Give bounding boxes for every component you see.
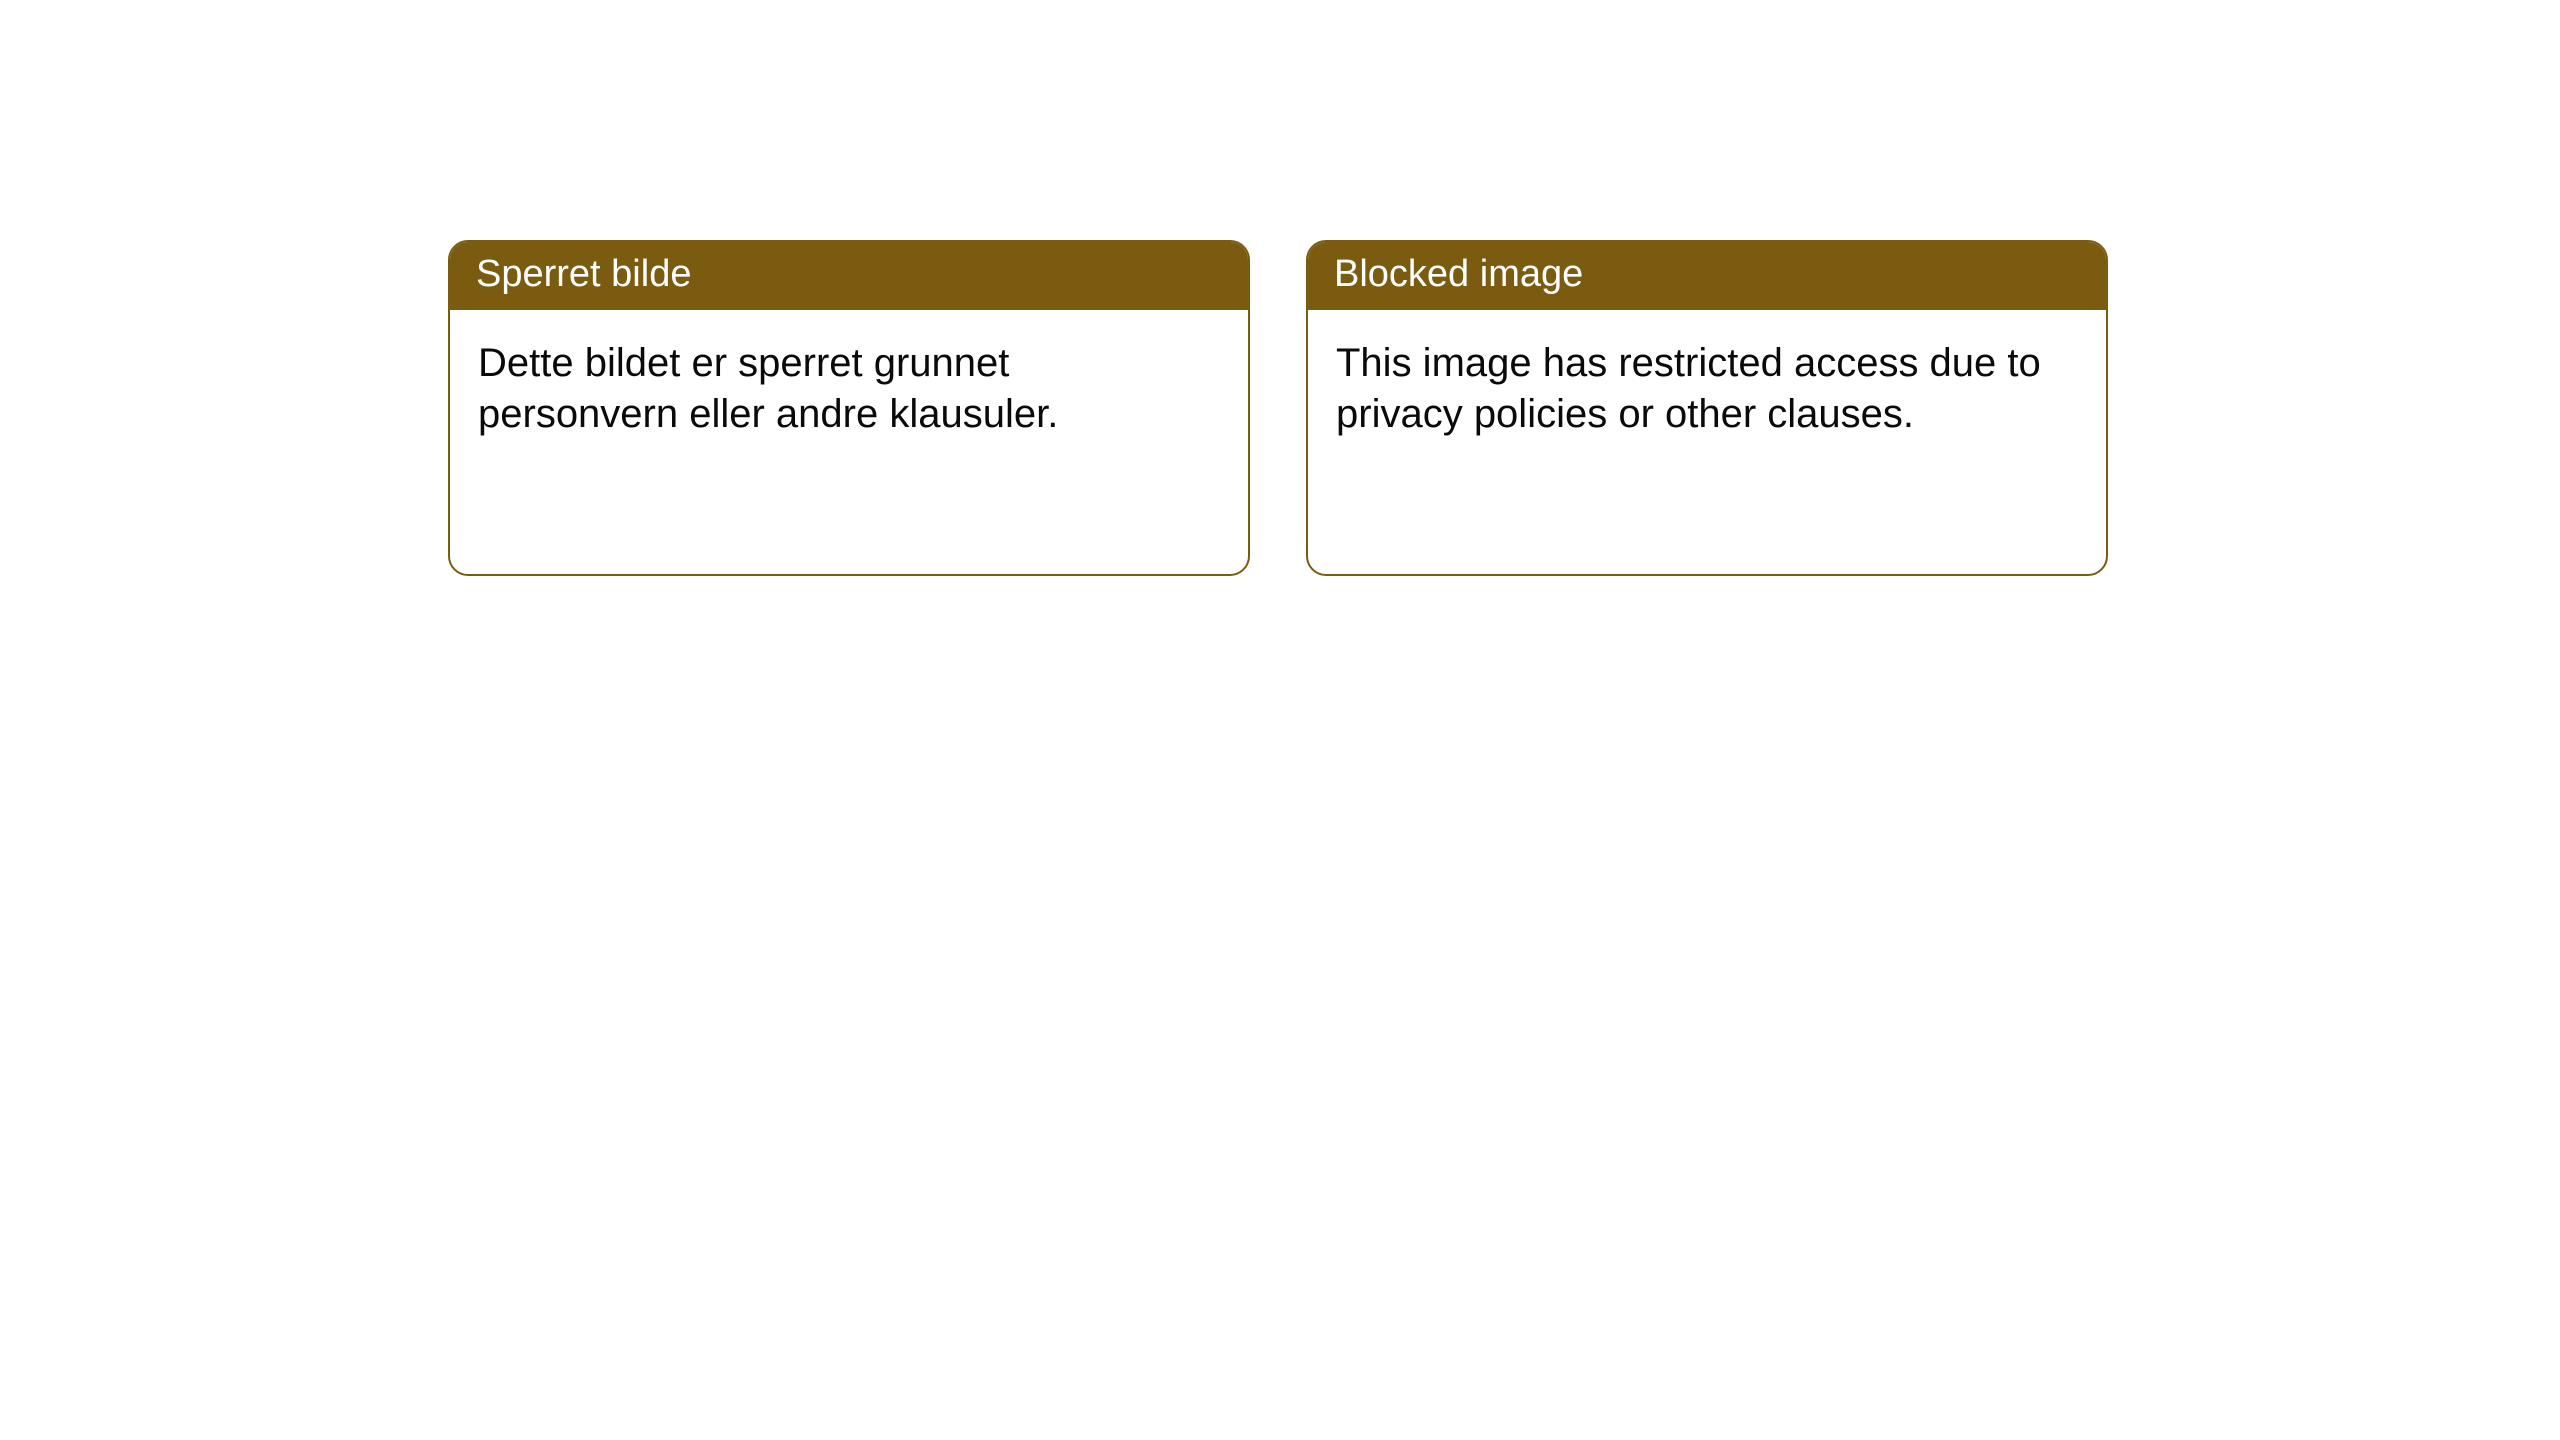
notice-header: Sperret bilde — [450, 242, 1248, 310]
notice-container: Sperret bilde Dette bildet er sperret gr… — [0, 0, 2560, 576]
notice-header: Blocked image — [1308, 242, 2106, 310]
notice-body: This image has restricted access due to … — [1308, 310, 2106, 468]
notice-card-norwegian: Sperret bilde Dette bildet er sperret gr… — [448, 240, 1250, 576]
notice-body: Dette bildet er sperret grunnet personve… — [450, 310, 1248, 468]
notice-card-english: Blocked image This image has restricted … — [1306, 240, 2108, 576]
